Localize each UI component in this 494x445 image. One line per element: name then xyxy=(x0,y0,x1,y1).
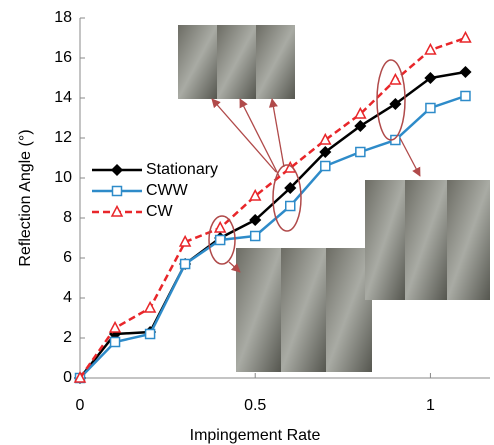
point xyxy=(73,370,87,383)
series-line xyxy=(79,94,466,379)
point xyxy=(389,97,402,111)
y-tick-label: 6 xyxy=(63,249,72,266)
point xyxy=(459,65,472,79)
point xyxy=(459,30,472,43)
y-tick-label: 2 xyxy=(63,329,72,346)
legend-marker xyxy=(111,185,123,197)
y-tick-label: 8 xyxy=(63,209,72,226)
arrow xyxy=(239,98,280,177)
point xyxy=(144,328,156,340)
arrow xyxy=(399,137,421,177)
point xyxy=(460,90,471,102)
point xyxy=(425,102,436,114)
x-tick-label: 0.5 xyxy=(244,397,266,414)
y-tick-label: 12 xyxy=(54,129,72,146)
legend-label: Stationary xyxy=(146,161,218,178)
x-tick-label: 0 xyxy=(76,397,85,414)
photos xyxy=(178,25,490,372)
point xyxy=(424,42,437,55)
point xyxy=(108,320,122,333)
point xyxy=(389,72,402,85)
point xyxy=(320,160,331,172)
y-tick-label: 14 xyxy=(54,89,72,106)
y-tick-label: 18 xyxy=(54,9,72,26)
point xyxy=(284,181,297,195)
point xyxy=(319,132,332,145)
arrow xyxy=(211,98,277,173)
point xyxy=(249,230,261,242)
point xyxy=(424,71,437,85)
arrow xyxy=(268,98,285,168)
x-axis-label: Impingement Rate xyxy=(190,427,321,444)
point xyxy=(179,258,191,270)
y-tick-label: 0 xyxy=(63,369,72,386)
point xyxy=(109,336,121,348)
highlight-ellipse xyxy=(208,215,236,265)
highlight-ellipse xyxy=(272,164,302,232)
highlight-ellipse xyxy=(376,59,406,141)
legend-label: CW xyxy=(146,203,174,220)
y-tick-label: 4 xyxy=(63,289,72,306)
point xyxy=(355,146,366,158)
legend-marker xyxy=(110,204,124,217)
point xyxy=(178,234,192,247)
point xyxy=(354,119,367,133)
point xyxy=(354,106,367,119)
point xyxy=(248,188,262,201)
arrow xyxy=(228,261,241,273)
y-axis-label: Reflection Angle (°) xyxy=(17,129,34,266)
point xyxy=(285,200,296,212)
legend-label: CWW xyxy=(146,182,189,199)
point xyxy=(319,145,332,159)
legend-marker xyxy=(110,163,124,177)
point xyxy=(213,220,227,233)
y-tick-label: 10 xyxy=(54,169,72,186)
point xyxy=(214,234,226,246)
y-tick-label: 16 xyxy=(54,49,72,66)
point xyxy=(249,213,262,227)
point xyxy=(143,300,157,313)
x-tick-label: 1 xyxy=(426,397,435,414)
